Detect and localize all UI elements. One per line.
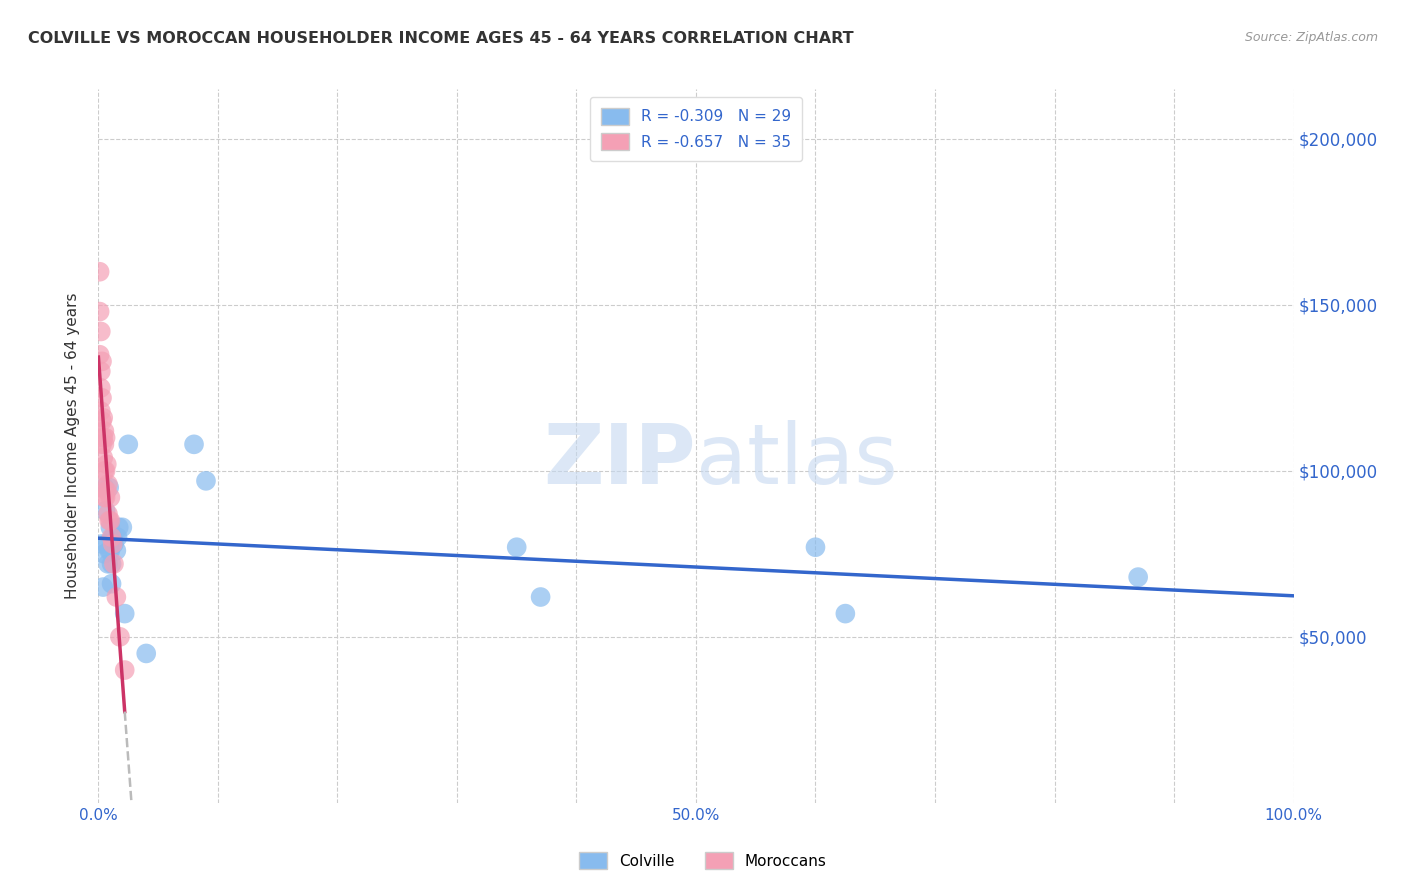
Point <box>93 424 115 438</box>
Point <box>107 520 129 534</box>
Point <box>135 647 157 661</box>
Point <box>93 464 115 478</box>
Point <box>94 504 117 518</box>
Point <box>103 557 125 571</box>
Point <box>96 457 118 471</box>
Point <box>90 404 112 418</box>
Point <box>91 537 114 551</box>
Point <box>94 464 117 478</box>
Point <box>96 483 118 498</box>
Point <box>114 663 136 677</box>
Point <box>804 540 827 554</box>
Point <box>91 437 114 451</box>
Point <box>98 543 122 558</box>
Point <box>103 537 125 551</box>
Point <box>105 590 128 604</box>
Point <box>94 491 117 505</box>
Point <box>100 576 122 591</box>
Point <box>90 325 112 339</box>
Point <box>97 507 120 521</box>
Point <box>93 547 115 561</box>
Point <box>194 474 218 488</box>
Point <box>98 491 122 505</box>
Point <box>94 431 117 445</box>
Point <box>111 520 134 534</box>
Point <box>89 348 111 362</box>
Point <box>100 557 122 571</box>
Point <box>114 607 136 621</box>
Point <box>93 491 115 505</box>
Text: COLVILLE VS MOROCCAN HOUSEHOLDER INCOME AGES 45 - 64 YEARS CORRELATION CHART: COLVILLE VS MOROCCAN HOUSEHOLDER INCOME … <box>28 31 853 46</box>
Point <box>91 580 114 594</box>
Text: atlas: atlas <box>696 420 897 500</box>
Point <box>105 543 128 558</box>
Point <box>1128 570 1150 584</box>
Point <box>101 530 124 544</box>
Point <box>101 537 124 551</box>
Point <box>96 537 118 551</box>
Point <box>98 514 121 528</box>
Point <box>98 514 122 528</box>
Legend: R = -0.309   N = 29, R = -0.657   N = 35: R = -0.309 N = 29, R = -0.657 N = 35 <box>591 97 801 161</box>
Point <box>90 381 112 395</box>
Point <box>93 481 115 495</box>
Point <box>89 304 111 318</box>
Point <box>97 477 120 491</box>
Point <box>89 265 111 279</box>
Point <box>108 630 131 644</box>
Point <box>91 481 114 495</box>
Point <box>91 391 114 405</box>
Y-axis label: Householder Income Ages 45 - 64 years: Householder Income Ages 45 - 64 years <box>65 293 80 599</box>
Text: ZIP: ZIP <box>544 420 696 500</box>
Point <box>98 481 121 495</box>
Point <box>90 364 112 378</box>
Point <box>93 437 115 451</box>
Point <box>834 607 856 621</box>
Point <box>91 354 114 368</box>
Point <box>100 530 122 544</box>
Point <box>107 530 129 544</box>
Point <box>91 410 114 425</box>
Point <box>529 590 551 604</box>
Point <box>506 540 529 554</box>
Legend: Colville, Moroccans: Colville, Moroccans <box>574 846 832 875</box>
Text: Source: ZipAtlas.com: Source: ZipAtlas.com <box>1244 31 1378 45</box>
Point <box>183 437 205 451</box>
Point <box>98 543 121 558</box>
Point <box>117 437 139 451</box>
Point <box>98 520 122 534</box>
Point <box>91 414 114 428</box>
Point <box>97 557 120 571</box>
Point <box>91 450 114 465</box>
Point <box>91 431 114 445</box>
